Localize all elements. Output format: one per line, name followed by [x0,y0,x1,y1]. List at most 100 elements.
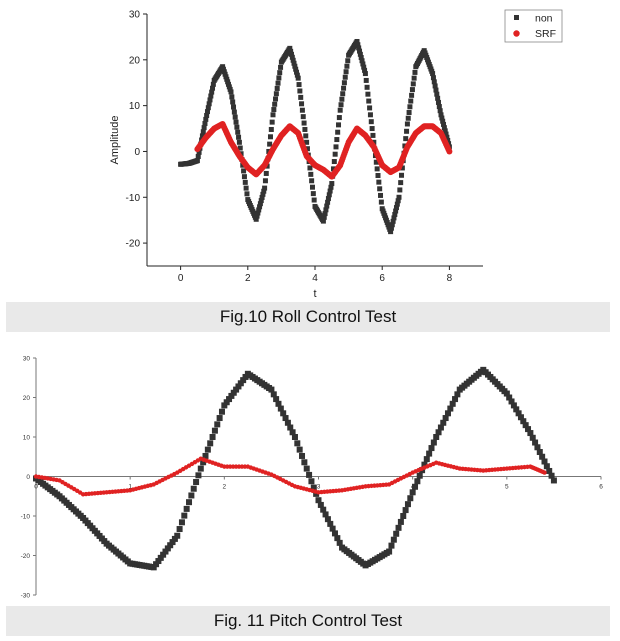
non-data-point [309,178,315,184]
non-data-point [378,192,384,198]
non-data-point [205,105,211,111]
non-data-point [408,98,414,104]
non-data-point [270,112,276,118]
non-data-point [327,188,333,194]
non-data-point [311,197,317,203]
black-data-point [534,444,541,451]
non-data-point [241,168,247,174]
non-data-point [322,211,328,217]
non-data-point [333,144,339,150]
y-axis-label: Amplitude [109,116,121,165]
black-data-point [296,446,303,453]
figure-11-caption: Fig. 11 Pitch Control Test [6,606,610,636]
black-data-point [447,405,454,412]
non-data-point [296,82,302,88]
non-data-point [434,91,440,97]
pitch-chart-svg: -30-20-1001020300123456 [21,356,604,600]
black-data-point [548,472,555,479]
non-data-point [345,58,351,64]
non-data-point [275,80,281,86]
non-data-point [202,121,208,127]
black-data-point [444,410,451,417]
non-data-point [404,128,410,134]
non-data-point [396,194,402,200]
legend-srf-label: SRF [535,28,556,40]
non-data-point [299,101,305,107]
non-data-point [356,45,362,51]
non-data-point [291,60,297,66]
non-data-point [236,139,242,145]
non-data-point [257,204,263,210]
non-data-point [208,93,214,99]
y-tick-label: 10 [23,435,31,442]
non-data-point [355,42,361,48]
black-data-point [155,558,162,565]
non-data-point [223,74,229,80]
black-data-point [174,532,181,539]
y-tick-label: -30 [21,593,31,600]
non-data-point [261,188,267,194]
non-data-point [329,181,335,187]
non-data-point [225,79,231,85]
non-data-point [228,89,234,95]
non-data-point [398,180,404,186]
non-data-point [394,201,400,207]
non-data-point [436,104,442,110]
black-data-point [299,452,306,459]
non-data-point [268,126,274,132]
black-data-point [543,463,550,470]
black-data-point [550,477,557,484]
black-data-point [306,471,313,478]
non-data-point [273,91,279,97]
x-tick-label: 6 [599,484,603,491]
non-data-point [443,131,449,137]
non-data-point [390,218,396,224]
non-data-point [361,64,367,70]
non-data-point [210,85,216,91]
black-data-point [214,421,221,428]
non-data-point [388,229,394,235]
non-data-point [445,137,451,143]
non-data-point [325,199,331,205]
black-data-point [317,501,324,508]
non-data-point [262,185,268,191]
non-data-point [336,115,342,121]
non-data-point [404,121,410,127]
black-data-point [195,472,202,479]
non-data-point [253,216,259,222]
black-data-point [193,479,200,486]
x-tick-label: 6 [379,273,385,284]
non-data-point [337,107,343,113]
non-data-point [290,57,296,63]
non-data-point [341,85,347,91]
non-data-point [199,133,205,139]
non-data-point [233,119,239,125]
non-data-point [435,99,441,105]
black-data-point [294,440,301,447]
black-data-point [409,489,416,496]
non-data-point [309,184,315,190]
non-data-point [236,134,242,140]
black-data-point [242,373,249,380]
roll-chart-svg: -20 -10 0 10 20 30 0 2 4 6 8 t Amplitude non SRF [109,10,563,300]
red-data-point [542,470,547,475]
non-data-point [412,69,418,75]
non-data-point [294,72,300,78]
black-data-point [506,394,513,401]
non-data-point [377,186,383,192]
black-data-point [216,415,223,422]
black-data-point [433,434,440,440]
black-data-point [440,419,447,426]
black-data-point [186,499,193,506]
black-data-point [503,390,510,397]
black-data-point [426,450,433,457]
black-data-point [520,418,527,425]
legend-non-label: non [535,13,553,25]
black-data-point [183,505,190,512]
non-data-point [376,179,382,185]
black-data-point [546,467,553,474]
non-data-point [267,141,273,147]
non-data-point [195,153,201,159]
black-data-point [160,551,167,558]
black-data-point [270,391,277,398]
